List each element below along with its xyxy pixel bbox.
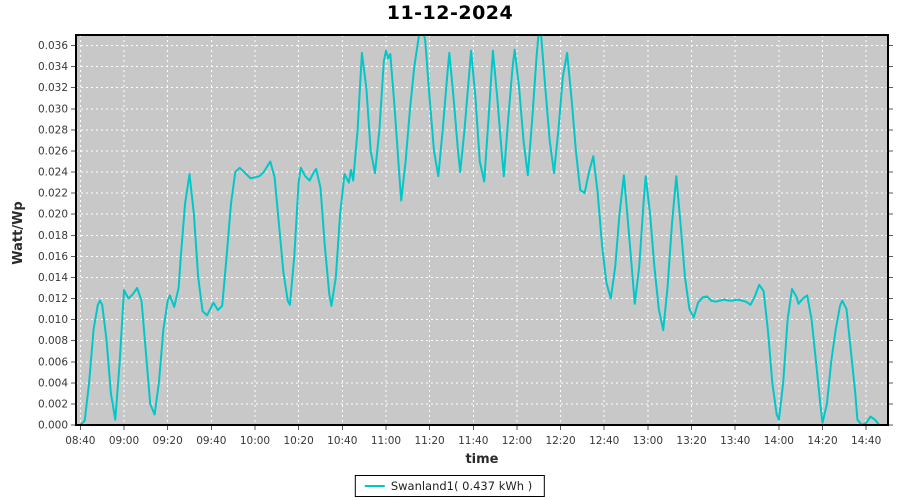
x-tick-label: 11:40 [458, 435, 488, 447]
plot-svg: 08:40 09:00 09:20 09:40 10:00 10:20 10:40 11:00… [11, 34, 893, 467]
x-tick-label: 10:00 [240, 435, 270, 447]
series-lines [79, 35, 881, 425]
chart-title: 11-12-2024 [386, 2, 514, 24]
x-axis-label: time [465, 452, 498, 467]
y-tick-label: 0.026 [38, 145, 68, 157]
y-tick-label: 0.016 [38, 251, 68, 263]
x-tick-label: 13:00 [633, 435, 663, 447]
x-tick-label: 09:00 [109, 435, 139, 447]
legend-line-icon [364, 485, 385, 487]
axis-ticks [71, 45, 893, 430]
x-tick-label: 08:40 [65, 435, 95, 447]
x-tick-label: 14:00 [764, 435, 794, 447]
x-tick-label: 10:20 [284, 435, 314, 447]
y-tick-label: 0.018 [38, 230, 68, 242]
y-tick-label: 0.000 [38, 420, 68, 432]
x-tick-label: 09:40 [196, 435, 226, 447]
y-tick-label: 0.008 [38, 335, 68, 347]
gridlines [76, 35, 888, 425]
y-tick-label: 0.034 [38, 61, 68, 73]
y-tick-label: 0.006 [38, 356, 68, 368]
x-tick-label: 14:40 [851, 435, 881, 447]
y-tick-label: 0.020 [38, 209, 68, 221]
y-axis-label: Watt/Wp [11, 201, 26, 264]
y-tick-label: 0.022 [38, 188, 68, 200]
x-tick-label: 13:40 [720, 435, 750, 447]
legend: Swanland1( 0.437 kWh ) [354, 475, 546, 497]
x-tick-label: 10:40 [327, 435, 357, 447]
y-tick-label: 0.004 [38, 377, 68, 389]
x-tick-label: 12:00 [502, 435, 532, 447]
x-tick-label: 11:20 [414, 435, 444, 447]
y-tick-label: 0.028 [38, 124, 68, 136]
y-tick-label: 0.002 [38, 398, 68, 410]
x-tick-label: 14:20 [807, 435, 837, 447]
x-tick-label: 11:00 [371, 435, 401, 447]
y-tick-label: 0.032 [38, 82, 68, 94]
y-tick-label: 0.010 [38, 314, 68, 326]
x-tick-label: 09:20 [153, 435, 183, 447]
y-tick-label: 0.012 [38, 293, 68, 305]
y-tick-label: 0.024 [38, 167, 68, 179]
y-tick-label: 0.036 [38, 40, 68, 52]
legend-label: Swanland1( 0.437 kWh ) [390, 479, 533, 493]
y-tick-label: 0.030 [38, 103, 68, 115]
plot-frame [75, 34, 889, 426]
plot-background [76, 35, 888, 425]
y-tick-label: 0.014 [38, 272, 68, 284]
x-tick-label: 12:20 [545, 435, 575, 447]
axis-tick-labels: 08:40 09:00 09:20 09:40 10:00 10:20 10:40 11:00… [38, 40, 881, 447]
x-tick-label: 12:40 [589, 435, 619, 447]
x-tick-label: 13:20 [676, 435, 706, 447]
series-line-0 [79, 35, 881, 425]
